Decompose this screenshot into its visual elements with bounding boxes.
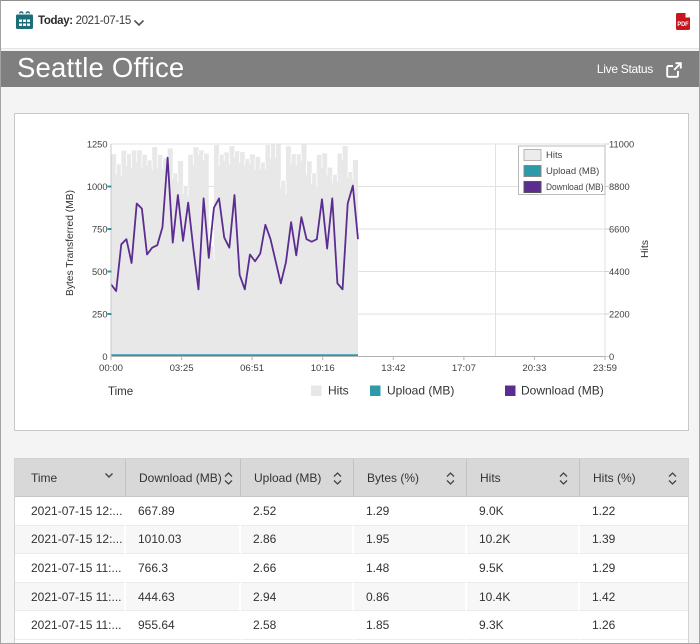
svg-text:500: 500 bbox=[92, 267, 108, 277]
svg-text:1000: 1000 bbox=[87, 182, 108, 192]
svg-text:2200: 2200 bbox=[609, 309, 630, 319]
svg-text:250: 250 bbox=[92, 309, 108, 319]
svg-text:13:42: 13:42 bbox=[381, 363, 405, 374]
svg-text:03:25: 03:25 bbox=[170, 363, 194, 374]
svg-text:17:07: 17:07 bbox=[452, 363, 476, 374]
svg-text:4400: 4400 bbox=[609, 267, 630, 277]
svg-text:11000: 11000 bbox=[609, 139, 634, 149]
svg-text:10:16: 10:16 bbox=[311, 363, 335, 374]
svg-text:1250: 1250 bbox=[87, 139, 108, 149]
svg-text:23:59: 23:59 bbox=[593, 363, 617, 374]
svg-text:Hits: Hits bbox=[328, 384, 349, 398]
svg-text:Upload (MB): Upload (MB) bbox=[546, 166, 599, 177]
svg-text:0: 0 bbox=[102, 352, 107, 362]
svg-text:Download (MB): Download (MB) bbox=[521, 384, 604, 398]
svg-text:0: 0 bbox=[609, 352, 614, 362]
svg-text:Upload (MB): Upload (MB) bbox=[387, 384, 454, 398]
svg-text:PDF: PDF bbox=[677, 21, 688, 28]
svg-text:Hits: Hits bbox=[639, 240, 651, 258]
svg-text:Time: Time bbox=[108, 386, 133, 398]
svg-text:Download (MB): Download (MB) bbox=[546, 182, 604, 193]
svg-text:Hits: Hits bbox=[546, 150, 563, 161]
svg-text:00:00: 00:00 bbox=[99, 363, 123, 374]
svg-text:06:51: 06:51 bbox=[240, 363, 264, 374]
svg-text:8800: 8800 bbox=[609, 182, 630, 192]
svg-text:750: 750 bbox=[92, 224, 108, 234]
svg-text:Bytes Transferred (MB): Bytes Transferred (MB) bbox=[64, 190, 76, 296]
svg-text:6600: 6600 bbox=[609, 224, 630, 234]
svg-text:20:33: 20:33 bbox=[522, 363, 546, 374]
